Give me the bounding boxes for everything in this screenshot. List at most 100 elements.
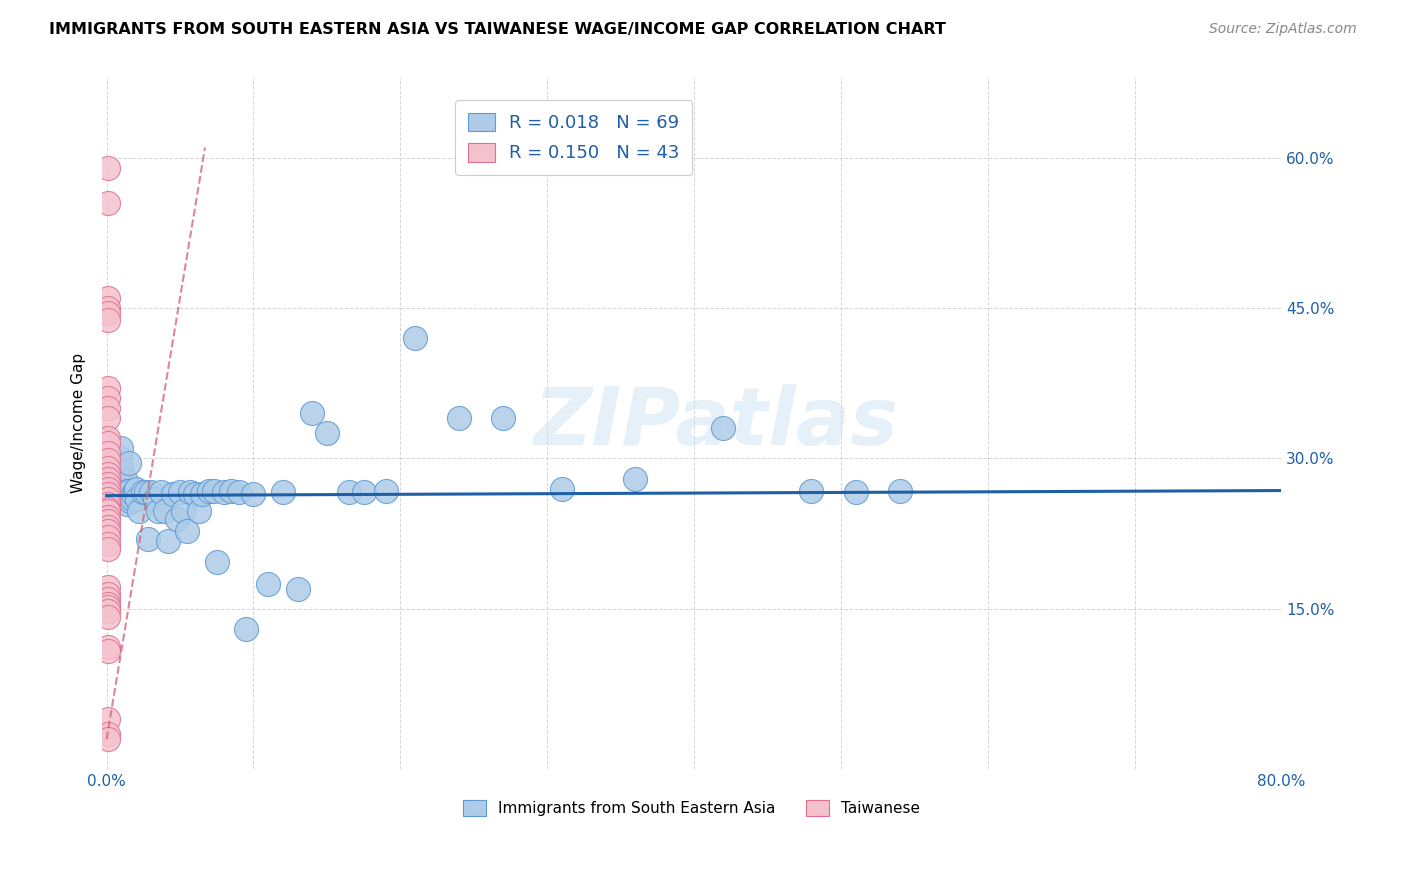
Point	[447, 411, 470, 425]
Point	[97, 537, 120, 551]
Point	[198, 483, 221, 498]
Point	[235, 622, 257, 636]
Point	[97, 411, 120, 425]
Point	[97, 541, 120, 556]
Point	[176, 524, 198, 538]
Point	[97, 306, 120, 320]
Legend: Immigrants from South Eastern Asia, Taiwanese: Immigrants from South Eastern Asia, Taiw…	[456, 793, 928, 824]
Point	[97, 732, 120, 747]
Point	[97, 401, 120, 416]
Point	[404, 331, 426, 345]
Point	[97, 599, 120, 614]
Point	[221, 483, 243, 498]
Point	[112, 486, 135, 500]
Point	[374, 483, 396, 498]
Point	[97, 446, 120, 460]
Point	[97, 509, 120, 524]
Point	[117, 457, 139, 471]
Point	[101, 476, 124, 491]
Point	[125, 482, 148, 496]
Point	[97, 727, 120, 741]
Point	[97, 467, 120, 481]
Point	[179, 484, 201, 499]
Point	[315, 426, 337, 441]
Point	[301, 406, 323, 420]
Point	[105, 482, 128, 496]
Point	[136, 532, 159, 546]
Point	[889, 483, 911, 498]
Point	[800, 483, 823, 498]
Point	[97, 486, 120, 500]
Point	[157, 533, 180, 548]
Point	[97, 580, 120, 594]
Point	[166, 511, 188, 525]
Point	[97, 644, 120, 658]
Point	[110, 442, 132, 456]
Point	[711, 421, 734, 435]
Point	[97, 640, 120, 654]
Point	[149, 484, 172, 499]
Point	[97, 501, 120, 516]
Point	[111, 476, 134, 491]
Point	[188, 503, 211, 517]
Point	[97, 597, 120, 611]
Point	[844, 484, 866, 499]
Point	[97, 195, 120, 210]
Point	[108, 451, 131, 466]
Point	[242, 486, 264, 500]
Point	[97, 712, 120, 726]
Point	[100, 467, 122, 481]
Point	[97, 313, 120, 327]
Text: Source: ZipAtlas.com: Source: ZipAtlas.com	[1209, 22, 1357, 37]
Point	[97, 291, 120, 305]
Point	[103, 476, 125, 491]
Point	[110, 461, 132, 475]
Point	[337, 484, 360, 499]
Point	[162, 486, 184, 500]
Point	[120, 493, 142, 508]
Point	[492, 411, 515, 425]
Point	[105, 491, 128, 506]
Point	[97, 587, 120, 601]
Point	[121, 491, 143, 506]
Point	[202, 483, 225, 498]
Point	[124, 483, 146, 498]
Point	[103, 457, 125, 471]
Point	[97, 453, 120, 467]
Point	[97, 497, 120, 511]
Point	[205, 555, 228, 569]
Point	[624, 471, 647, 485]
Point	[97, 604, 120, 618]
Point	[132, 484, 155, 499]
Point	[169, 484, 191, 499]
Point	[97, 591, 120, 606]
Point	[135, 484, 157, 499]
Point	[128, 503, 150, 517]
Point	[191, 486, 214, 500]
Point	[146, 503, 169, 517]
Point	[271, 484, 294, 499]
Point	[228, 484, 250, 499]
Point	[108, 482, 131, 496]
Point	[97, 610, 120, 624]
Point	[127, 491, 149, 506]
Point	[287, 582, 309, 596]
Point	[117, 483, 139, 498]
Point	[212, 484, 235, 499]
Point	[122, 486, 145, 500]
Y-axis label: Wage/Income Gap: Wage/Income Gap	[72, 353, 86, 493]
Point	[97, 392, 120, 406]
Point	[115, 497, 138, 511]
Point	[97, 461, 120, 475]
Point	[97, 491, 120, 506]
Point	[97, 524, 120, 538]
Point	[107, 467, 129, 481]
Point	[97, 514, 120, 528]
Point	[97, 476, 120, 491]
Point	[97, 436, 120, 450]
Point	[172, 503, 194, 517]
Point	[183, 486, 205, 500]
Point	[97, 301, 120, 315]
Point	[97, 161, 120, 175]
Point	[97, 381, 120, 395]
